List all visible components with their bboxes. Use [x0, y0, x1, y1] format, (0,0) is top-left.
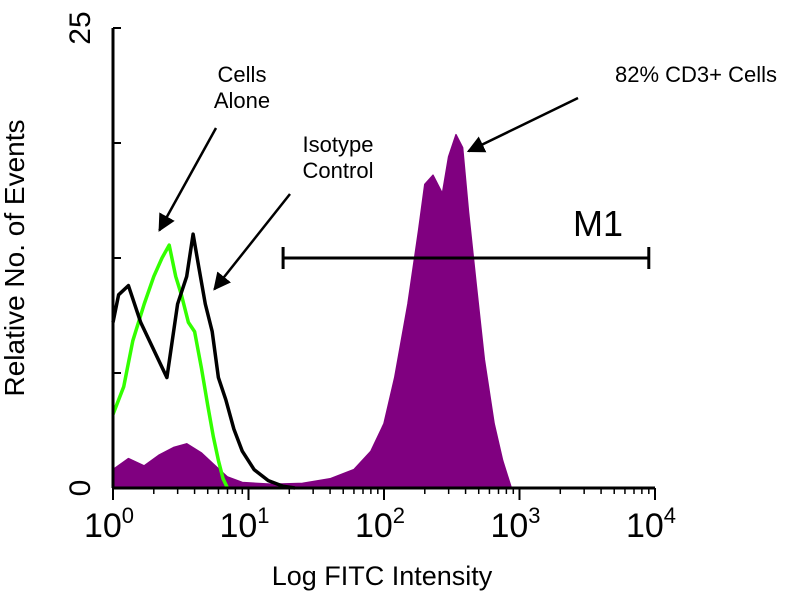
series-cd3: [112, 133, 513, 489]
series-isotype-control: [111, 232, 296, 490]
x-tick-label: 103: [490, 503, 540, 545]
annotation-arrow: [158, 127, 218, 232]
annotation-arrow: [213, 193, 291, 291]
y-tick-label: 0: [64, 480, 97, 497]
x-tick-label: 101: [219, 503, 269, 545]
annotation-label: Isotype Control: [303, 132, 374, 183]
annotation-label: 82% CD3+ Cells: [615, 62, 777, 87]
x-axis-label: Log FITC Intensity: [272, 561, 493, 591]
y-tick-label: 25: [64, 11, 97, 44]
annotation-label: Cells Alone: [214, 62, 270, 113]
m1-gate-label: M1: [573, 203, 623, 244]
x-tick-label: 100: [84, 503, 134, 545]
y-axis-label: Relative No. of Events: [0, 119, 30, 396]
annotation-arrow: [466, 96, 579, 153]
x-tick-label: 102: [355, 503, 405, 545]
x-tick-label: 104: [626, 503, 676, 545]
